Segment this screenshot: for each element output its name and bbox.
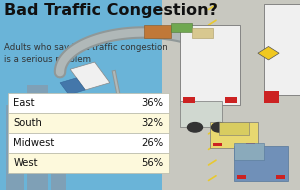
Bar — [183, 97, 195, 103]
Text: Midwest: Midwest — [14, 138, 55, 148]
Bar — [192, 28, 213, 38]
Text: 32%: 32% — [142, 118, 164, 128]
Bar — [6, 105, 24, 190]
Bar — [8, 93, 169, 113]
Bar — [180, 25, 240, 105]
Bar — [8, 113, 169, 133]
Bar — [171, 23, 192, 32]
Text: East: East — [14, 98, 35, 108]
Circle shape — [212, 123, 226, 132]
Bar — [219, 122, 249, 135]
Bar — [51, 118, 66, 190]
Bar — [8, 133, 169, 153]
Bar — [144, 25, 171, 38]
Bar — [70, 62, 110, 90]
Bar — [27, 86, 48, 190]
Bar — [276, 175, 285, 179]
Text: 26%: 26% — [141, 138, 164, 148]
Circle shape — [188, 123, 202, 132]
Text: Bad Traffic Congestion?: Bad Traffic Congestion? — [4, 3, 218, 18]
Bar — [234, 142, 264, 160]
Bar — [234, 146, 288, 180]
Bar — [246, 142, 255, 146]
Text: West: West — [14, 158, 38, 168]
Bar — [213, 142, 222, 146]
FancyBboxPatch shape — [258, 47, 279, 60]
Bar — [264, 4, 300, 95]
Bar — [210, 122, 258, 148]
Text: 56%: 56% — [141, 158, 164, 168]
Bar — [60, 78, 85, 95]
Text: Adults who say that traffic congestion
is a serious problem: Adults who say that traffic congestion i… — [4, 43, 168, 64]
Text: South: South — [14, 118, 42, 128]
Bar — [237, 175, 246, 179]
Bar — [162, 0, 300, 190]
Text: 36%: 36% — [142, 98, 164, 108]
Bar — [225, 97, 237, 103]
Bar — [8, 153, 169, 173]
Bar — [180, 101, 222, 127]
Bar — [264, 91, 279, 103]
